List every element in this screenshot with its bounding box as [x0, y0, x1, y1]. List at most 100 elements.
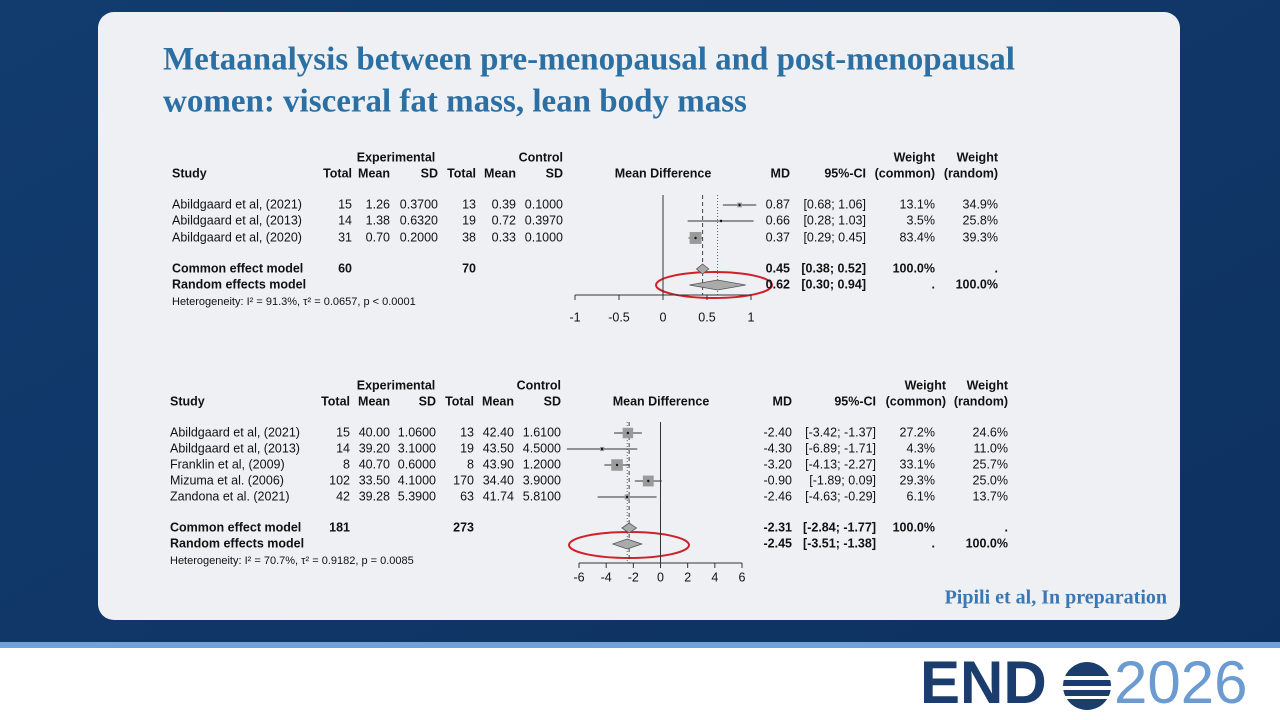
table-cell: [0.38; 0.52]: [801, 261, 866, 275]
x-tick-label: -6: [573, 570, 584, 584]
study-point: [694, 236, 697, 240]
table-cell: [-1.89; 0.09]: [809, 473, 876, 487]
x-tick-label: -4: [601, 570, 612, 584]
table-cell: 0.3700: [400, 197, 438, 211]
table-cell: Franklin et al, (2009): [170, 457, 285, 471]
table-cell: 3.1000: [398, 441, 436, 455]
column-header: SD: [544, 394, 561, 408]
table-cell: 0.70: [366, 230, 390, 244]
table-cell: Random effects model: [170, 536, 304, 550]
table-cell: 25.0%: [973, 473, 1008, 487]
table-cell: 31: [338, 230, 352, 244]
table-cell: 102: [329, 473, 350, 487]
table-cell: 0.1000: [525, 230, 563, 244]
table-cell: 63: [460, 489, 474, 503]
column-header: Mean Difference: [613, 394, 710, 408]
table-cell: 41.74: [483, 489, 514, 503]
column-header: 95%-CI: [834, 394, 876, 408]
table-cell: 40.70: [359, 457, 390, 471]
table-cell: 0.2000: [400, 230, 438, 244]
table-cell: 13.1%: [900, 197, 935, 211]
table-cell: -2.46: [764, 489, 793, 503]
table-cell: 13.7%: [973, 489, 1008, 503]
column-group-header: Weight: [905, 378, 947, 392]
table-cell: 0.1000: [525, 197, 563, 211]
table-cell: 0.45: [766, 261, 790, 275]
summary-diamond: [621, 522, 638, 534]
table-cell: 1.6100: [523, 425, 561, 439]
table-cell: 170: [453, 473, 474, 487]
table-cell: 1.26: [366, 197, 390, 211]
table-cell: [0.30; 0.94]: [801, 277, 866, 291]
table-cell: 0.87: [766, 197, 790, 211]
column-header: Study: [170, 394, 205, 408]
table-cell: [0.28; 1.03]: [803, 213, 866, 227]
table-cell: 0.72: [492, 213, 516, 227]
x-tick-label: 0.5: [698, 310, 715, 324]
highlight-ellipse: [655, 271, 773, 299]
column-header: (random): [944, 166, 998, 180]
table-cell: 39.20: [359, 441, 390, 455]
column-header: Mean Difference: [615, 166, 712, 180]
table-cell: Zandona et al. (2021): [170, 489, 290, 503]
table-cell: 25.7%: [973, 457, 1008, 471]
table-cell: 33.1%: [900, 457, 935, 471]
column-group-header: Weight: [957, 150, 999, 164]
column-header: (common): [875, 166, 935, 180]
table-cell: [0.29; 0.45]: [803, 230, 866, 244]
column-header: SD: [546, 166, 563, 180]
table-cell: 29.3%: [900, 473, 935, 487]
table-cell: 100.0%: [956, 277, 998, 291]
table-cell: 3.5%: [907, 213, 936, 227]
table-cell: .: [995, 261, 998, 275]
title-line: women: visceral fat mass, lean body mass: [163, 84, 747, 120]
column-group-header: Experimental: [357, 150, 436, 164]
table-cell: 1.2000: [523, 457, 561, 471]
table-cell: 19: [460, 441, 474, 455]
table-cell: 27.2%: [900, 425, 935, 439]
table-cell: 4.3%: [907, 441, 936, 455]
table-cell: 15: [336, 425, 350, 439]
table-cell: 11.0%: [973, 441, 1008, 455]
x-tick-label: -1: [569, 310, 580, 324]
column-header: Mean: [358, 166, 390, 180]
heterogeneity: Heterogeneity: I² = 70.7%, τ² = 0.9182, …: [170, 555, 414, 567]
table-cell: 4.1000: [398, 473, 436, 487]
table-cell: 3.9000: [523, 473, 561, 487]
table-cell: Common effect model: [170, 520, 301, 534]
table-cell: 0.6000: [398, 457, 436, 471]
study-point: [647, 479, 650, 483]
table-cell: 181: [329, 520, 350, 534]
column-header: Mean: [482, 394, 514, 408]
table-cell: .: [932, 536, 935, 550]
table-cell: 273: [453, 520, 474, 534]
table-cell: 15: [338, 197, 352, 211]
table-cell: [-3.51; -1.38]: [803, 536, 876, 550]
table-cell: 100.0%: [966, 536, 1008, 550]
x-tick-label: 6: [739, 570, 746, 584]
column-header: SD: [419, 394, 436, 408]
logo-text: 2026: [1114, 649, 1247, 716]
study-point: [625, 495, 629, 499]
table-cell: Abildgaard et al, (2013): [172, 213, 302, 227]
x-tick-label: -2: [628, 570, 639, 584]
table-cell: [-2.84; -1.77]: [803, 520, 876, 534]
table-cell: 0.6320: [400, 213, 438, 227]
column-header: (common): [886, 394, 946, 408]
column-group-header: Control: [517, 378, 561, 392]
table-cell: -2.45: [764, 536, 793, 550]
x-tick-label: -0.5: [608, 310, 630, 324]
column-group-header: Control: [519, 150, 563, 164]
table-cell: -0.90: [764, 473, 793, 487]
table-cell: 13: [460, 425, 474, 439]
table-cell: 34.9%: [963, 197, 998, 211]
x-tick-label: 0: [657, 570, 664, 584]
table-cell: Abildgaard et al, (2021): [170, 425, 300, 439]
heterogeneity: Heterogeneity: I² = 91.3%, τ² = 0.0657, …: [172, 296, 416, 308]
title-line: Metaanalysis between pre-menopausal and …: [163, 42, 1015, 78]
table-cell: [-4.13; -2.27]: [805, 457, 876, 471]
table-cell: 0.66: [766, 213, 790, 227]
table-cell: 5.3900: [398, 489, 436, 503]
